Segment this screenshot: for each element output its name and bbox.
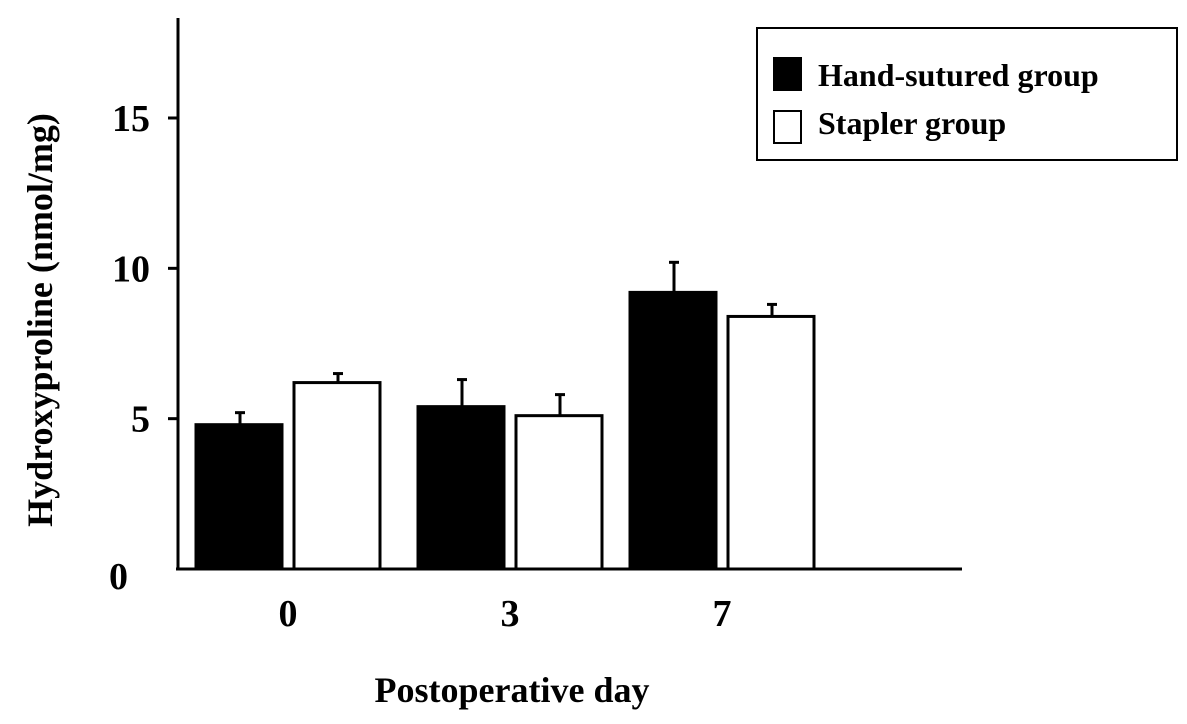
legend-label-stapler: Stapler group <box>818 105 1006 141</box>
legend-swatch-stapler <box>773 110 802 144</box>
y-tick-label-10: 10 <box>112 248 150 290</box>
legend: Hand-sutured group Stapler group <box>756 27 1178 161</box>
y-axis-title: Hydroxyproline (nmol/mg) <box>20 113 60 527</box>
y-tick-label-15: 15 <box>112 98 150 140</box>
bar-stapler-day-7 <box>726 314 816 571</box>
bar-stapler-day-0 <box>292 381 382 571</box>
legend-label-hand-sutured: Hand-sutured group <box>818 57 1099 93</box>
bar-stapler-day-3 <box>514 414 604 571</box>
bar-hand-sutured-day-0 <box>194 423 284 571</box>
x-tick-label-7: 7 <box>713 593 732 635</box>
x-tick-label-0: 0 <box>279 593 298 635</box>
bar-hand-sutured-day-3 <box>416 405 506 571</box>
bar-hand-sutured-day-7 <box>628 290 718 571</box>
y-ticks-layer: 0 5 10 15 <box>109 98 178 598</box>
x-tick-label-3: 3 <box>501 593 520 635</box>
x-axis-title: Postoperative day <box>375 670 650 710</box>
y-tick-label-0: 0 <box>109 556 128 598</box>
legend-swatch-hand-sutured <box>773 57 802 91</box>
x-ticks-layer: 0 3 7 <box>279 593 732 635</box>
error-bars-layer <box>235 260 777 425</box>
bars-layer <box>194 290 816 571</box>
legend-box <box>756 27 1178 161</box>
y-tick-label-5: 5 <box>131 399 150 441</box>
